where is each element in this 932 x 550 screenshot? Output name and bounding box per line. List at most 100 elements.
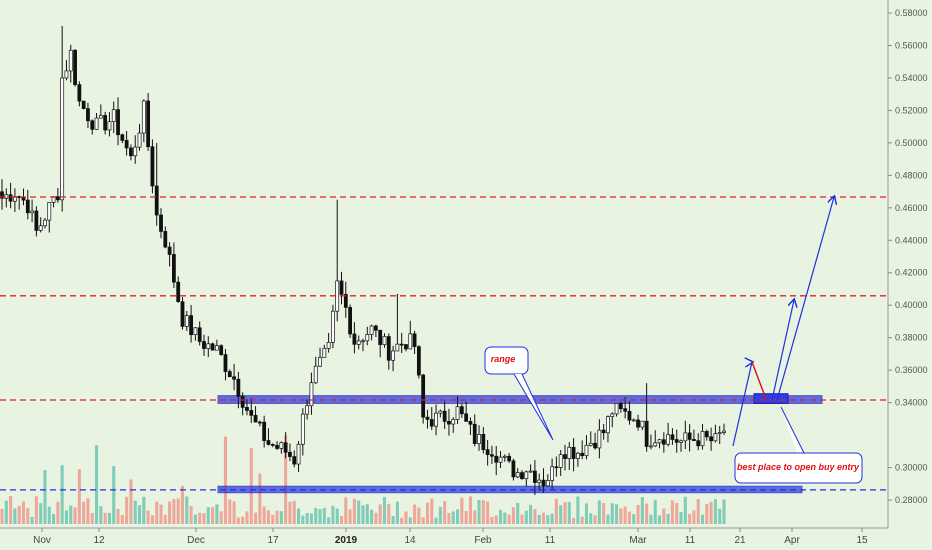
volume-bar: [284, 435, 288, 524]
candle-body-up: [713, 433, 718, 442]
volume-bar: [567, 502, 571, 524]
volume-bar: [361, 505, 365, 524]
volume-bar: [168, 501, 172, 524]
candle-body-down: [421, 374, 426, 418]
candle: [111, 101, 116, 134]
volume-bar: [43, 470, 47, 524]
volume-bar: [26, 508, 30, 524]
volume-bar: [288, 501, 292, 524]
candle: [77, 81, 82, 107]
range-callout-label: range: [491, 354, 516, 364]
candle-body-down: [692, 439, 696, 442]
candle: [107, 112, 112, 137]
candle-body-down: [262, 421, 267, 441]
volume-bar: [615, 504, 619, 524]
candle: [455, 396, 460, 424]
volume-bar: [438, 506, 442, 524]
candle: [687, 424, 692, 452]
candle-body-up: [382, 336, 387, 346]
candle-body-up: [98, 115, 103, 119]
candle: [412, 330, 417, 355]
candle: [146, 93, 151, 151]
candle: [416, 345, 421, 379]
volume-bar: [486, 501, 490, 524]
candle-body-down: [73, 49, 77, 85]
volume-bar: [516, 502, 520, 524]
y-tick-label: 0.58000: [895, 8, 928, 18]
volume-bar: [155, 501, 159, 524]
candle-body-up: [575, 452, 580, 459]
candle: [567, 442, 572, 470]
y-tick-label: 0.56000: [895, 40, 928, 50]
candle-body-down: [86, 108, 90, 122]
x-tick-label: 15: [856, 535, 868, 546]
candle: [700, 423, 705, 450]
volume-bar: [262, 506, 266, 524]
candle-body-down: [696, 440, 701, 447]
candle-body-up: [206, 343, 211, 349]
candle-body-down: [77, 84, 82, 102]
candle-body-up: [361, 340, 365, 343]
candle-body-down: [687, 432, 692, 440]
y-tick-label: 0.30000: [895, 463, 928, 473]
candle: [0, 179, 4, 210]
candle: [653, 430, 658, 448]
y-tick-label: 0.38000: [895, 333, 928, 343]
candle: [266, 428, 271, 446]
volume-bar: [150, 515, 154, 524]
volume-bar: [546, 515, 550, 524]
candle-body-down: [670, 434, 675, 440]
candle-body-down: [533, 470, 537, 483]
candle-body-down: [416, 346, 421, 376]
candle: [631, 418, 636, 422]
candle-body-up: [679, 440, 683, 443]
volume-bar: [314, 508, 318, 524]
volume-bar: [675, 502, 679, 524]
volume-bar: [34, 496, 38, 524]
candle-body-down: [481, 433, 486, 451]
candle: [279, 441, 284, 454]
volume-bar: [584, 503, 589, 524]
candle: [38, 217, 43, 233]
candle-body-down: [674, 439, 679, 443]
candle-body-down: [373, 325, 378, 331]
candle-body-up: [326, 342, 331, 349]
volume-bar: [357, 500, 361, 524]
candle: [262, 415, 267, 448]
candle: [25, 189, 30, 220]
candle-body-down: [172, 254, 176, 283]
x-axis-panel: [0, 529, 932, 550]
volume-bar: [503, 512, 507, 524]
volume-bar: [395, 501, 399, 524]
volume-bar: [258, 473, 262, 524]
volume-bar: [447, 512, 451, 524]
candle-body-up: [700, 431, 705, 447]
volume-bar: [228, 499, 232, 524]
y-tick-label: 0.42000: [895, 268, 928, 278]
callouts-layer: range best place to open buy entry: [484, 346, 863, 484]
candle-body-down: [150, 146, 155, 187]
candle: [331, 304, 335, 349]
candle: [361, 338, 365, 352]
volume-bar: [623, 506, 627, 524]
candle: [47, 201, 52, 233]
volume-bar: [679, 511, 683, 524]
y-tick-label: 0.44000: [895, 235, 928, 245]
candle: [120, 133, 125, 144]
candle-body-down: [180, 301, 185, 327]
volume-bar: [443, 501, 447, 524]
volume-bar: [103, 512, 107, 524]
candle: [580, 440, 585, 460]
candle: [8, 182, 13, 209]
volume-bar: [17, 505, 21, 524]
candle: [606, 415, 610, 443]
candle: [202, 334, 206, 356]
candle-body-down: [120, 134, 125, 141]
volume-bar: [520, 514, 524, 524]
candle: [270, 443, 275, 448]
candle-body-down: [459, 406, 464, 415]
candle-body-down: [468, 421, 473, 425]
y-tick-label: 0.34000: [895, 398, 928, 408]
candle-body-up: [502, 455, 507, 458]
